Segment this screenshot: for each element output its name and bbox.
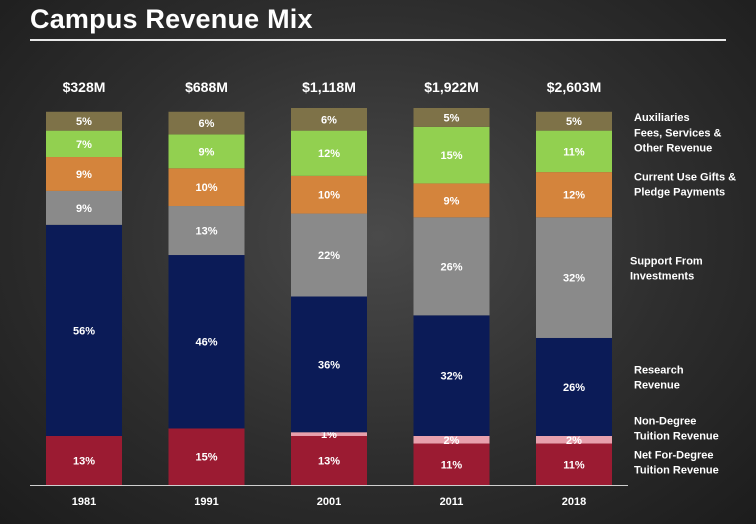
legend-label-net-for-degree-tuition-revenue-line1: Net For-Degree	[634, 450, 713, 462]
title-divider	[30, 39, 726, 41]
legend-label-fees-services-other-revenue-line1: Fees, Services &	[634, 128, 722, 140]
data-label-net-for-degree-tuition-revenue-1991: 15%	[195, 452, 217, 464]
data-label-net-for-degree-tuition-revenue-2018: 11%	[563, 459, 585, 471]
bar-segment-support-from-investments-2018	[536, 217, 612, 338]
bar-segment-auxiliaries-2001	[291, 108, 367, 131]
data-label-support-from-investments-1991: 13%	[195, 226, 217, 238]
bar-segment-current-use-gifts-pledge-payments-2001	[291, 175, 367, 214]
data-label-research-revenue-1981: 56%	[73, 325, 95, 337]
data-label-auxiliaries-1981: 5%	[76, 116, 92, 128]
bar-segment-research-revenue-2018	[536, 337, 612, 436]
x-tick-1991: 1991	[194, 496, 218, 508]
bar-segment-support-from-investments-2001	[291, 213, 367, 297]
data-label-fees-services-other-revenue-1991: 9%	[199, 146, 215, 158]
data-label-support-from-investments-2018: 32%	[563, 273, 585, 285]
bar-segment-research-revenue-2001	[291, 296, 367, 433]
data-label-research-revenue-2018: 26%	[563, 382, 585, 394]
legend-label-auxiliaries-line1: Auxiliaries	[634, 112, 690, 124]
bar-total-1981: $328M	[63, 79, 106, 95]
data-label-auxiliaries-2018: 5%	[566, 116, 582, 128]
bar-segment-support-from-investments-2011	[413, 217, 490, 316]
legend-label-fees-services-other-revenue-line2: Other Revenue	[634, 143, 712, 155]
bar-segment-fees-services-other-revenue-1991	[168, 134, 245, 169]
data-label-research-revenue-2011: 32%	[440, 371, 462, 383]
bar-segment-research-revenue-2011	[413, 315, 490, 436]
bar-segment-research-revenue-1981	[46, 224, 122, 436]
bar-total-2001: $1,118M	[302, 79, 356, 95]
data-label-current-use-gifts-pledge-payments-1981: 9%	[76, 169, 92, 181]
data-label-fees-services-other-revenue-2011: 15%	[440, 150, 462, 162]
data-label-fees-services-other-revenue-2018: 11%	[563, 146, 585, 158]
bar-segment-support-from-investments-1981	[46, 190, 122, 225]
bar-segment-current-use-gifts-pledge-payments-1991	[168, 168, 245, 207]
bar-segment-support-from-investments-1991	[168, 206, 245, 256]
data-label-net-for-degree-tuition-revenue-2001: 13%	[318, 455, 340, 467]
data-label-auxiliaries-2011: 5%	[444, 112, 460, 124]
bar-segment-fees-services-other-revenue-2018	[536, 130, 612, 173]
data-label-current-use-gifts-pledge-payments-2001: 10%	[318, 190, 340, 202]
bar-segment-fees-services-other-revenue-1981	[46, 130, 122, 158]
data-label-fees-services-other-revenue-2001: 12%	[318, 148, 340, 160]
bar-segment-fees-services-other-revenue-2011	[413, 126, 490, 184]
data-label-research-revenue-1991: 46%	[195, 337, 217, 349]
data-label-research-revenue-2001: 36%	[318, 359, 340, 371]
x-tick-2001: 2001	[317, 496, 341, 508]
bar-segment-current-use-gifts-pledge-payments-1981	[46, 157, 122, 191]
data-label-auxiliaries-2001: 6%	[321, 114, 337, 126]
data-label-auxiliaries-1991: 6%	[199, 118, 215, 130]
data-label-non-degree-tuition-revenue-2011: 2%	[444, 435, 460, 447]
legend-label-current-use-gifts-pledge-payments-line1: Current Use Gifts &	[634, 172, 736, 184]
bar-segment-fees-services-other-revenue-2001	[291, 130, 367, 176]
data-label-current-use-gifts-pledge-payments-2011: 9%	[444, 195, 460, 207]
legend-label-research-revenue-line2: Revenue	[634, 380, 680, 392]
data-label-current-use-gifts-pledge-payments-2018: 12%	[563, 190, 585, 202]
x-tick-1981: 1981	[72, 496, 96, 508]
legend-label-research-revenue-line1: Research	[634, 365, 684, 377]
data-label-fees-services-other-revenue-1981: 7%	[76, 139, 92, 151]
data-label-support-from-investments-2001: 22%	[318, 250, 340, 262]
legend-label-net-for-degree-tuition-revenue-line2: Tuition Revenue	[634, 465, 719, 477]
bar-segment-auxiliaries-1991	[168, 111, 245, 135]
page-title: Campus Revenue Mix	[30, 4, 313, 34]
bar-segment-net-for-degree-tuition-revenue-2018	[536, 443, 612, 485]
data-label-non-degree-tuition-revenue-2018: 2%	[566, 435, 582, 447]
data-label-support-from-investments-1981: 9%	[76, 203, 92, 215]
bar-segment-current-use-gifts-pledge-payments-2018	[536, 172, 612, 218]
bar-total-2011: $1,922M	[424, 79, 478, 95]
bar-segment-current-use-gifts-pledge-payments-2011	[413, 183, 490, 218]
legend-label-non-degree-tuition-revenue-line1: Non-Degree	[634, 416, 696, 428]
data-label-net-for-degree-tuition-revenue-1981: 13%	[73, 455, 95, 467]
bar-segment-non-degree-tuition-revenue-2001	[291, 432, 367, 436]
bar-segment-net-for-degree-tuition-revenue-1981	[46, 435, 122, 485]
x-tick-2011: 2011	[440, 496, 464, 508]
legend-label-current-use-gifts-pledge-payments-line2: Pledge Payments	[634, 187, 725, 199]
data-label-current-use-gifts-pledge-payments-1991: 10%	[195, 182, 217, 194]
bar-segment-non-degree-tuition-revenue-2011	[413, 435, 490, 444]
bar-segment-non-degree-tuition-revenue-2018	[536, 435, 612, 444]
bar-total-2018: $2,603M	[547, 79, 601, 95]
bar-segment-auxiliaries-2018	[536, 111, 612, 131]
data-label-support-from-investments-2011: 26%	[440, 261, 462, 273]
legend-label-non-degree-tuition-revenue-line2: Tuition Revenue	[634, 431, 719, 443]
bar-segment-net-for-degree-tuition-revenue-1991	[168, 428, 245, 485]
x-tick-2018: 2018	[562, 496, 586, 508]
legend-label-support-from-investments-line2: Investments	[630, 271, 694, 283]
bar-segment-net-for-degree-tuition-revenue-2011	[413, 443, 490, 485]
bar-segment-net-for-degree-tuition-revenue-2001	[291, 435, 367, 485]
bar-total-1991: $688M	[185, 79, 228, 95]
bar-segment-auxiliaries-1981	[46, 111, 122, 131]
legend-label-support-from-investments-line1: Support From	[630, 256, 703, 268]
bar-segment-auxiliaries-2011	[413, 108, 490, 127]
data-label-net-for-degree-tuition-revenue-2011: 11%	[441, 459, 463, 471]
bar-segment-research-revenue-1991	[168, 255, 245, 429]
